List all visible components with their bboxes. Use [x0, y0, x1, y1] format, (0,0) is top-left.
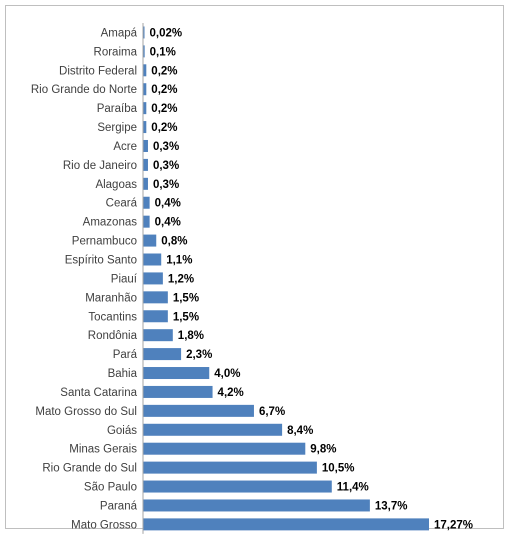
bar-sergipe [143, 121, 147, 134]
category-label-sergipe: Sergipe [97, 122, 137, 134]
value-label-pernambuco: 0,8% [161, 236, 187, 248]
bar-rio-de-janeiro [143, 158, 148, 171]
bar-pernambuco [143, 234, 157, 247]
bar-roraima [143, 45, 145, 58]
value-label-rondonia: 1,8% [178, 330, 204, 342]
category-label-distrito-federal: Distrito Federal [59, 65, 137, 77]
value-label-amazonas: 0,4% [155, 217, 181, 229]
value-label-minas-gerais: 9,8% [310, 444, 336, 456]
bar-santa-catarina [143, 385, 213, 398]
value-label-mato-grosso: 17,27% [434, 519, 473, 531]
bar-tocantins [143, 310, 168, 323]
value-label-tocantins: 1,5% [173, 311, 199, 323]
category-label-espirito-santo: Espírito Santo [65, 255, 137, 267]
value-label-alagoas: 0,3% [153, 179, 179, 191]
category-label-sao-paulo: São Paulo [84, 482, 137, 494]
bar-amazonas [143, 215, 150, 228]
value-label-sergipe: 0,2% [151, 122, 177, 134]
value-label-mato-grosso-do-sul: 6,7% [259, 406, 285, 418]
value-label-rio-de-janeiro: 0,3% [153, 160, 179, 172]
chart-frame [5, 5, 504, 529]
bar-acre [143, 139, 148, 152]
value-label-sao-paulo: 11,4% [337, 482, 369, 494]
bar-goias [143, 423, 283, 436]
bar-alagoas [143, 177, 148, 190]
value-label-goias: 8,4% [287, 425, 313, 437]
value-label-santa-catarina: 4,2% [218, 387, 244, 399]
value-label-espirito-santo: 1,1% [166, 255, 192, 267]
category-label-alagoas: Alagoas [95, 179, 137, 191]
value-label-maranhao: 1,5% [173, 292, 199, 304]
bar-sao-paulo [143, 480, 332, 493]
bar-bahia [143, 367, 210, 380]
category-label-roraima: Roraima [94, 46, 138, 58]
bar-paraiba [143, 102, 147, 115]
value-labels: 0,02% 0,1% 0,2% 0,2% 0,2% 0,2% 0,3% 0,3% 0,3% 0,4… [150, 27, 474, 531]
category-label-minas-gerais: Minas Gerais [69, 444, 137, 456]
category-label-parana: Paraná [100, 500, 138, 512]
value-label-rio-grande-do-sul: 10,5% [322, 463, 355, 475]
value-label-distrito-federal: 0,2% [151, 65, 177, 77]
bar-mato-grosso [143, 518, 429, 531]
category-label-ceara: Ceará [106, 198, 138, 210]
bar-amapa [143, 26, 145, 39]
category-label-maranhao: Maranhão [85, 292, 137, 304]
category-label-pernambuco: Pernambuco [72, 236, 137, 248]
category-labels: Amapá Roraima Distrito Federal Rio Grande d… [31, 27, 138, 531]
category-label-para: Pará [113, 349, 138, 361]
bars [143, 26, 429, 531]
category-label-rondonia: Rondônia [88, 330, 138, 342]
bar-maranhao [143, 291, 168, 304]
category-label-amapa: Amapá [101, 27, 138, 39]
category-label-tocantins: Tocantins [88, 311, 137, 323]
value-label-bahia: 4,0% [214, 368, 240, 380]
category-label-rio-grande-do-sul: Rio Grande do Sul [42, 463, 137, 475]
value-label-parana: 13,7% [375, 500, 408, 512]
category-label-paraiba: Paraíba [97, 103, 138, 115]
category-label-mato-grosso: Mato Grosso [71, 519, 137, 531]
value-label-paraiba: 0,2% [151, 103, 177, 115]
bar-mato-grosso-do-sul [143, 404, 254, 417]
value-label-ceara: 0,4% [155, 198, 181, 210]
bar-para [143, 348, 182, 361]
category-label-mato-grosso-do-sul: Mato Grosso do Sul [35, 406, 137, 418]
bar-ceara [143, 196, 150, 209]
value-label-piaui: 1,2% [168, 273, 194, 285]
bar-rondonia [143, 329, 173, 342]
category-label-bahia: Bahia [108, 368, 138, 380]
bar-espirito-santo [143, 253, 162, 266]
value-label-para: 2,3% [186, 349, 212, 361]
bar-rio-grande-do-norte [143, 83, 147, 96]
category-label-rio-de-janeiro: Rio de Janeiro [63, 160, 137, 172]
category-label-santa-catarina: Santa Catarina [60, 387, 137, 399]
category-label-piaui: Piauí [111, 273, 138, 285]
category-label-rio-grande-do-norte: Rio Grande do Norte [31, 84, 137, 96]
category-label-goias: Goiás [107, 425, 137, 437]
category-label-amazonas: Amazonas [83, 217, 138, 229]
value-label-rio-grande-do-norte: 0,2% [151, 84, 177, 96]
bar-parana [143, 499, 370, 512]
value-label-roraima: 0,1% [150, 46, 176, 58]
value-label-acre: 0,3% [153, 141, 179, 153]
value-label-amapa: 0,02% [150, 27, 183, 39]
category-label-acre: Acre [113, 141, 137, 153]
bar-piaui [143, 272, 163, 285]
bar-rio-grande-do-sul [143, 461, 317, 474]
bar-distrito-federal [143, 64, 147, 77]
bar-minas-gerais [143, 442, 306, 455]
